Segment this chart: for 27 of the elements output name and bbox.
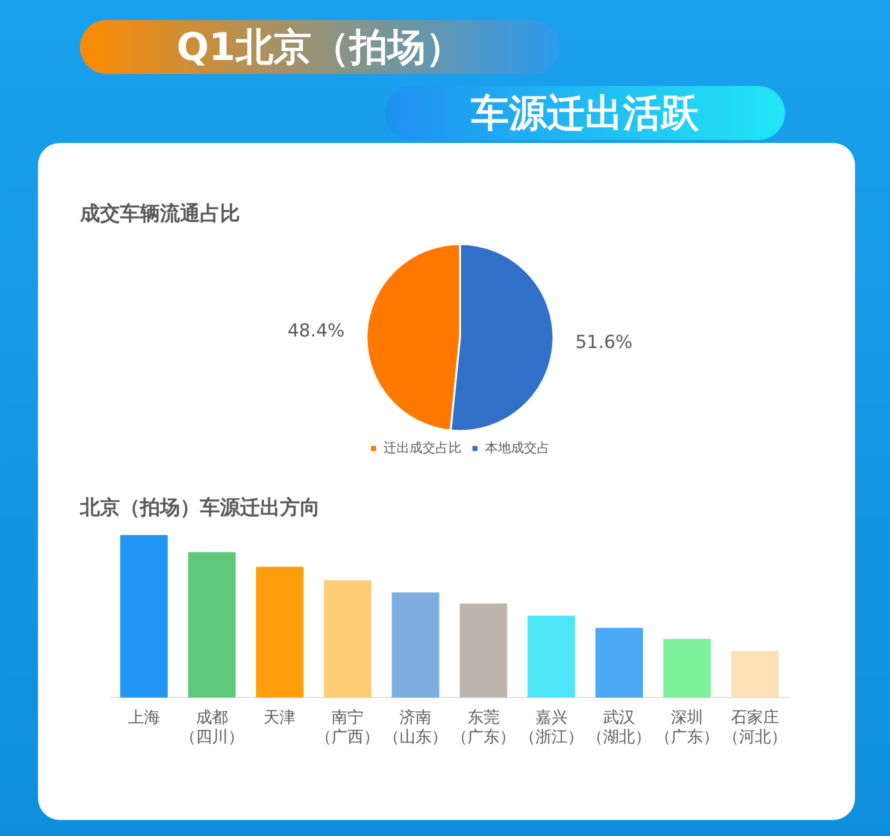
x-tick-label: 深圳（广东） <box>655 708 720 746</box>
x-tick-label: 南宁（广西） <box>316 708 380 746</box>
x-tick-label: 成都（四川） <box>180 708 244 746</box>
x-tick-label: 嘉兴（浙江） <box>519 708 584 746</box>
data-label: 48.4% <box>287 320 345 342</box>
bar <box>528 616 576 698</box>
chart-title: Q1北京（拍场）车源迁出活跃 <box>176 24 700 137</box>
data-label: 51.6% <box>575 332 633 353</box>
bar <box>324 580 372 698</box>
bar <box>595 628 643 698</box>
bar <box>731 651 779 698</box>
x-tick-label: 武汉（湖北） <box>587 708 652 746</box>
bar <box>663 638 711 698</box>
x-tick-label: 上海 <box>128 708 160 727</box>
legend-label: 本地成交占 <box>485 440 550 456</box>
x-tick-label: 天津 <box>264 708 296 727</box>
x-tick-label: 济南（山东） <box>384 708 448 746</box>
chart-subtitle: 成交车辆流通占比 <box>80 200 240 227</box>
legend-label: 迁出成交占比 <box>384 440 462 456</box>
x-tick-label: 石家庄（河北） <box>723 708 787 746</box>
bar <box>188 552 236 698</box>
bar <box>392 592 440 698</box>
x-tick-label: 东莞（广东） <box>451 708 516 746</box>
bar <box>120 535 168 698</box>
chart-title: 北京（拍场）车源迁出方向 <box>80 494 320 521</box>
bar <box>256 566 304 698</box>
bar <box>460 603 508 698</box>
